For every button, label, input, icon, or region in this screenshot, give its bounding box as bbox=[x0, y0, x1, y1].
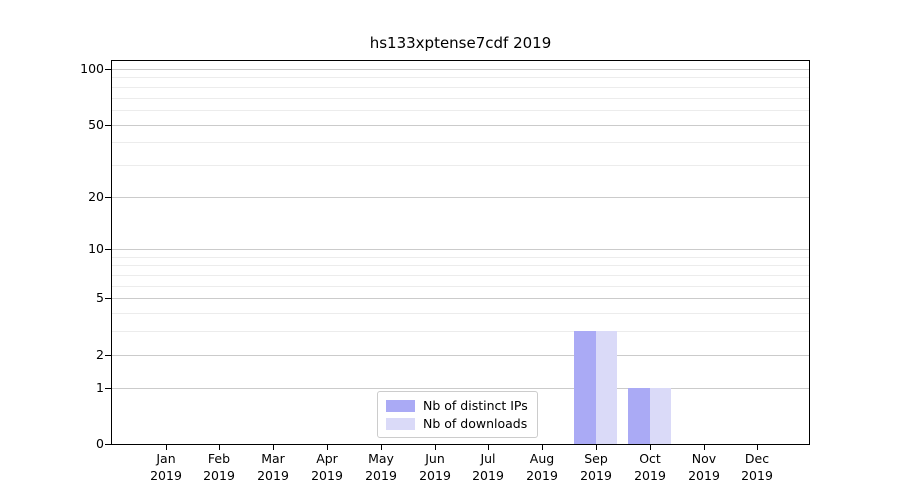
x-tick-mark-jul bbox=[488, 445, 489, 450]
x-tick-month: Jun bbox=[425, 451, 445, 466]
y-tick-mark-100 bbox=[105, 69, 111, 70]
chart-title: hs133xptense7cdf 2019 bbox=[369, 34, 552, 52]
minor-gridline-40 bbox=[112, 142, 809, 143]
x-tick-label-jul: Jul 2019 bbox=[456, 450, 520, 484]
x-tick-year: 2019 bbox=[203, 468, 235, 483]
x-tick-month: Jul bbox=[480, 451, 496, 466]
minor-gridline-7 bbox=[112, 275, 809, 276]
minor-gridline-8 bbox=[112, 265, 809, 266]
x-tick-label-jun: Jun 2019 bbox=[403, 450, 467, 484]
major-gridline-5 bbox=[112, 298, 809, 299]
minor-gridline-6 bbox=[112, 286, 809, 287]
minor-gridline-90 bbox=[112, 77, 809, 78]
bar-downloads-sep bbox=[595, 331, 618, 444]
x-tick-label-nov: Nov 2019 bbox=[672, 450, 736, 484]
x-tick-label-aug: Aug 2019 bbox=[510, 450, 574, 484]
x-tick-month: Dec bbox=[744, 451, 770, 466]
x-tick-label-apr: Apr 2019 bbox=[295, 450, 359, 484]
major-gridline-10 bbox=[112, 249, 809, 250]
y-tick-mark-10 bbox=[105, 249, 111, 250]
y-tick-mark-1 bbox=[105, 388, 111, 389]
y-tick-mark-20 bbox=[105, 197, 111, 198]
legend-entry-downloads: Nb of downloads bbox=[386, 416, 528, 431]
x-tick-mark-jun bbox=[435, 445, 436, 450]
x-tick-mark-sep bbox=[596, 445, 597, 450]
x-tick-label-jan: Jan 2019 bbox=[134, 450, 198, 484]
x-tick-mark-mar bbox=[273, 445, 274, 450]
major-gridline-2 bbox=[112, 355, 809, 356]
y-tick-mark-50 bbox=[105, 125, 111, 126]
major-gridline-1 bbox=[112, 388, 809, 389]
y-tick-label-10: 10 bbox=[88, 241, 104, 256]
x-tick-label-sep: Sep 2019 bbox=[564, 450, 628, 484]
x-tick-year: 2019 bbox=[526, 468, 558, 483]
x-tick-month: Mar bbox=[261, 451, 285, 466]
x-tick-mark-nov bbox=[704, 445, 705, 450]
x-tick-month: Oct bbox=[639, 451, 661, 466]
x-tick-label-dec: Dec 2019 bbox=[725, 450, 789, 484]
y-tick-mark-0 bbox=[105, 444, 111, 445]
y-tick-label-50: 50 bbox=[88, 117, 104, 132]
x-tick-year: 2019 bbox=[580, 468, 612, 483]
x-tick-year: 2019 bbox=[472, 468, 504, 483]
plot-area: Nb of distinct IPs Nb of downloads bbox=[111, 60, 810, 445]
y-tick-label-0: 0 bbox=[96, 436, 104, 451]
x-tick-year: 2019 bbox=[419, 468, 451, 483]
x-tick-label-feb: Feb 2019 bbox=[187, 450, 251, 484]
minor-gridline-3 bbox=[112, 331, 809, 332]
y-tick-label-1: 1 bbox=[96, 380, 104, 395]
x-tick-mark-oct bbox=[650, 445, 651, 450]
legend-swatch-distinct-ips bbox=[386, 399, 415, 412]
x-tick-mark-jan bbox=[166, 445, 167, 450]
x-tick-mark-feb bbox=[219, 445, 220, 450]
y-tick-label-20: 20 bbox=[88, 189, 104, 204]
minor-gridline-60 bbox=[112, 110, 809, 111]
y-tick-label-2: 2 bbox=[96, 347, 104, 362]
x-tick-year: 2019 bbox=[741, 468, 773, 483]
minor-gridline-4 bbox=[112, 313, 809, 314]
x-tick-label-oct: Oct 2019 bbox=[618, 450, 682, 484]
legend-entry-distinct-ips: Nb of distinct IPs bbox=[386, 398, 528, 413]
x-tick-label-mar: Mar 2019 bbox=[241, 450, 305, 484]
major-gridline-100 bbox=[112, 69, 809, 70]
x-tick-mark-aug bbox=[542, 445, 543, 450]
minor-gridline-9 bbox=[112, 257, 809, 258]
x-tick-label-may: May 2019 bbox=[349, 450, 413, 484]
x-tick-year: 2019 bbox=[634, 468, 666, 483]
y-tick-mark-5 bbox=[105, 298, 111, 299]
major-gridline-50 bbox=[112, 125, 809, 126]
x-tick-month: Aug bbox=[529, 451, 555, 466]
x-tick-year: 2019 bbox=[365, 468, 397, 483]
legend-swatch-downloads bbox=[386, 417, 415, 430]
x-tick-year: 2019 bbox=[311, 468, 343, 483]
legend-label-distinct-ips: Nb of distinct IPs bbox=[423, 398, 528, 413]
x-tick-mark-dec bbox=[757, 445, 758, 450]
major-gridline-20 bbox=[112, 197, 809, 198]
bar-distinct-ips-sep bbox=[574, 331, 596, 444]
bar-distinct-ips-oct bbox=[628, 387, 650, 444]
x-tick-mark-may bbox=[381, 445, 382, 450]
y-tick-label-100: 100 bbox=[80, 61, 104, 76]
x-tick-year: 2019 bbox=[688, 468, 720, 483]
legend: Nb of distinct IPs Nb of downloads bbox=[377, 391, 538, 438]
bar-downloads-oct bbox=[649, 387, 672, 444]
minor-gridline-70 bbox=[112, 98, 809, 99]
y-tick-mark-2 bbox=[105, 355, 111, 356]
x-tick-month: Apr bbox=[316, 451, 338, 466]
minor-gridline-30 bbox=[112, 165, 809, 166]
y-tick-label-5: 5 bbox=[96, 290, 104, 305]
legend-label-downloads: Nb of downloads bbox=[423, 416, 528, 431]
x-tick-month: Sep bbox=[584, 451, 608, 466]
x-tick-month: Nov bbox=[691, 451, 717, 466]
x-tick-year: 2019 bbox=[150, 468, 182, 483]
x-tick-month: Jan bbox=[156, 451, 176, 466]
x-tick-month: Feb bbox=[207, 451, 231, 466]
x-tick-mark-apr bbox=[327, 445, 328, 450]
x-tick-month: May bbox=[368, 451, 394, 466]
x-tick-year: 2019 bbox=[257, 468, 289, 483]
minor-gridline-80 bbox=[112, 87, 809, 88]
